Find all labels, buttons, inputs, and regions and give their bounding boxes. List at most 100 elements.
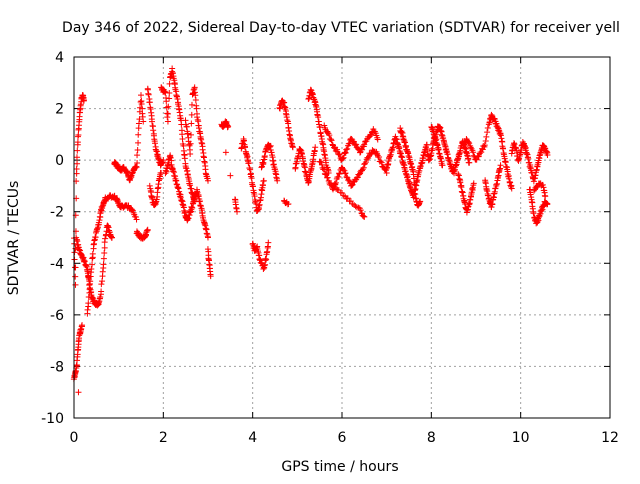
data-point — [194, 114, 201, 121]
data-point — [108, 234, 115, 241]
data-point — [533, 184, 540, 191]
data-point — [539, 181, 546, 188]
data-point — [488, 203, 495, 210]
data-point — [285, 200, 292, 207]
data-point — [134, 146, 141, 153]
data-point — [203, 230, 210, 237]
data-point — [412, 191, 419, 198]
data-point — [72, 273, 79, 280]
data-point — [258, 164, 265, 171]
data-point — [530, 178, 537, 185]
data-point — [201, 221, 208, 228]
data-point — [489, 201, 496, 208]
data-point — [73, 165, 80, 172]
data-point — [336, 151, 343, 158]
x-tick-label: 6 — [338, 430, 347, 446]
data-point — [320, 146, 327, 153]
data-point — [529, 169, 536, 176]
data-point — [140, 118, 147, 125]
data-point — [101, 249, 108, 256]
data-point — [319, 138, 326, 145]
axis-ticks: 0 2 4 6 8 10 12 -10 -8 -6 -4 -2 0 2 4 — [41, 50, 619, 446]
data-point — [342, 149, 349, 156]
data-point — [318, 161, 325, 168]
data-point — [467, 196, 474, 203]
data-point — [444, 151, 451, 158]
data-point — [71, 256, 78, 263]
data-point — [175, 185, 182, 192]
data-point — [74, 139, 81, 146]
data-point — [301, 163, 308, 170]
data-point — [95, 219, 102, 226]
data-point — [386, 154, 393, 161]
data-point — [74, 147, 81, 154]
data-point — [459, 189, 466, 196]
data-point — [418, 160, 425, 167]
data-point — [205, 177, 211, 184]
data-point — [339, 155, 346, 162]
data-point — [332, 147, 339, 154]
data-point — [341, 150, 348, 157]
data-point — [101, 244, 108, 251]
x-tick-label: 10 — [512, 430, 530, 446]
data-point — [163, 104, 170, 111]
data-point — [76, 246, 83, 253]
data-point — [225, 123, 232, 130]
data-point — [542, 193, 549, 200]
data-point — [467, 144, 474, 151]
data-point — [527, 191, 534, 198]
data-point — [187, 182, 194, 189]
data-point — [486, 195, 493, 202]
data-point — [187, 140, 194, 147]
data-point — [544, 151, 551, 158]
data-point — [83, 262, 90, 269]
data-points — [70, 65, 551, 396]
data-point — [261, 153, 268, 160]
data-point — [335, 173, 342, 180]
data-point — [100, 261, 107, 268]
data-point — [312, 144, 319, 151]
data-point — [482, 137, 489, 144]
x-tick-label: 4 — [248, 430, 257, 446]
data-point — [427, 153, 434, 160]
data-point — [153, 196, 160, 203]
x-axis-label: GPS time / hours — [281, 459, 398, 475]
data-point — [195, 193, 202, 200]
data-point — [84, 306, 91, 313]
data-point — [134, 159, 141, 166]
data-point — [307, 86, 314, 93]
data-point — [284, 117, 291, 124]
data-point — [160, 157, 167, 164]
data-point — [435, 146, 442, 153]
data-point — [319, 140, 326, 147]
data-point — [360, 213, 367, 220]
data-point — [367, 132, 374, 139]
data-point — [544, 200, 551, 207]
data-point — [100, 255, 107, 262]
data-point — [484, 129, 491, 136]
data-point — [98, 281, 105, 288]
data-point — [349, 137, 356, 144]
data-point — [164, 110, 171, 117]
data-point — [276, 104, 283, 111]
data-point — [187, 150, 194, 157]
data-point — [335, 151, 342, 158]
data-point — [353, 141, 360, 148]
data-point — [397, 149, 404, 156]
data-point — [188, 101, 195, 108]
data-point — [340, 154, 347, 161]
data-point — [417, 198, 424, 205]
data-point — [207, 273, 214, 280]
data-point — [439, 162, 446, 169]
data-point — [393, 136, 400, 143]
data-point — [193, 105, 200, 112]
data-point — [318, 159, 325, 166]
data-point — [459, 188, 466, 195]
data-point — [264, 248, 271, 255]
data-point — [342, 170, 349, 177]
x-tick-label: 2 — [159, 430, 168, 446]
data-point — [481, 142, 488, 149]
data-point — [411, 181, 418, 188]
data-point — [340, 166, 347, 173]
